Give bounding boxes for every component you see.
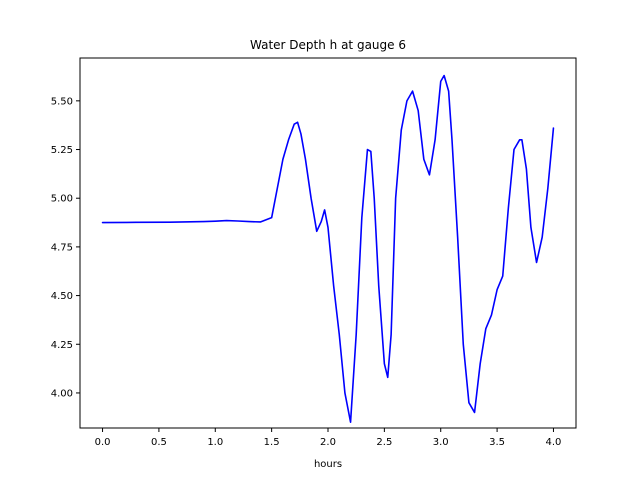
axes-layer: 0.0 0.5 1.0 1.5 2.0 2.5 3.0 3.5 4.0 4.00 4.25 4.50 4… (51, 57, 577, 448)
x-tick-label-5: 2.5 (376, 437, 392, 448)
y-tick-label-5: 5.25 (51, 145, 73, 156)
y-tick-label-0: 4.00 (51, 388, 73, 399)
x-tick-label-3: 1.5 (264, 437, 280, 448)
x-tick-label-1: 0.5 (151, 437, 167, 448)
y-tick-label-1: 4.25 (51, 340, 73, 351)
y-tick-label-3: 4.75 (51, 242, 73, 253)
x-tick-label-8: 4.0 (546, 437, 562, 448)
x-tick-label-2: 1.0 (207, 437, 223, 448)
y-tick-label-6: 5.50 (51, 96, 73, 107)
x-axis-label: hours (314, 459, 342, 470)
y-tick-label-2: 4.50 (51, 291, 73, 302)
x-tick-label-0: 0.0 (95, 437, 111, 448)
chart-title: Water Depth h at gauge 6 (250, 38, 406, 52)
x-tick-label-6: 3.0 (433, 437, 449, 448)
x-tick-label-4: 2.0 (320, 437, 336, 448)
series-layer (101, 74, 555, 423)
x-tick-label-7: 3.5 (489, 437, 505, 448)
y-tick-label-4: 5.00 (51, 194, 73, 205)
series-line-0 (101, 74, 555, 423)
